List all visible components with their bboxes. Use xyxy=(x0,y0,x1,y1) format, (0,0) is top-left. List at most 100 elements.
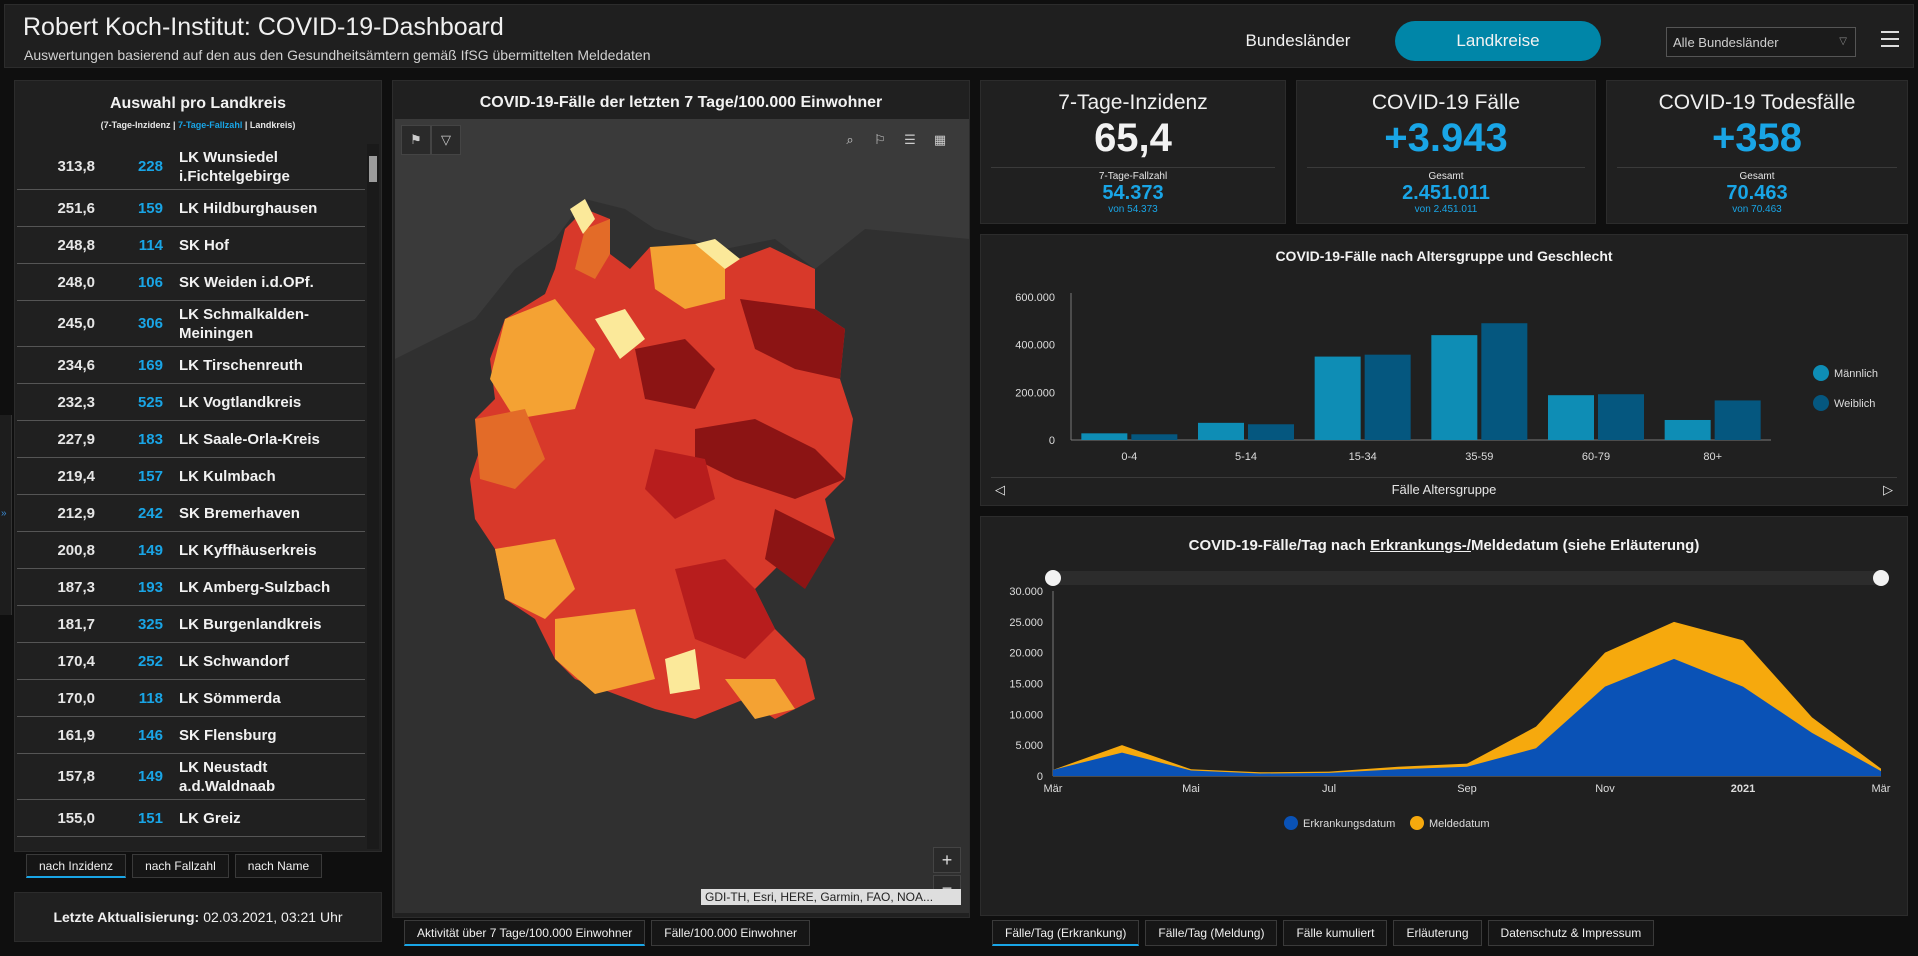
landkreis-row[interactable]: 187,3 193 LK Amberg-Sulzbach xyxy=(17,569,365,606)
region-baden-wuerttemberg[interactable] xyxy=(555,609,655,694)
landkreis-row[interactable]: 181,7 325 LK Burgenlandkreis xyxy=(17,606,365,643)
tab-datenschutz[interactable]: Datenschutz & Impressum xyxy=(1487,920,1655,946)
row-inzidenz: 187,3 xyxy=(57,578,95,596)
title-link[interactable]: Erkrankungs-/ xyxy=(1370,537,1471,554)
landkreis-row[interactable]: 251,6 159 LK Hildburghausen xyxy=(17,190,365,227)
landkreis-row[interactable]: 200,8 149 LK Kyffhäuserkreis xyxy=(17,532,365,569)
hamburger-menu-icon[interactable] xyxy=(1881,31,1899,47)
kpi-sub-value: 54.373 xyxy=(1102,182,1164,204)
landkreis-row[interactable]: 245,0 306 LK Schmalkalden-Meiningen xyxy=(17,301,365,347)
tab-erlaeuterung[interactable]: Erläuterung xyxy=(1393,920,1482,946)
map-tool-dropdown[interactable]: ▽ xyxy=(431,125,461,155)
range-slider-handle-right[interactable] xyxy=(1873,570,1889,586)
nav-landkreise-button[interactable]: Landkreise xyxy=(1395,21,1601,61)
bar-weiblich-15-34[interactable] xyxy=(1364,354,1411,440)
sort-tab-fallzahl[interactable]: nach Fallzahl xyxy=(132,854,229,878)
landkreis-row[interactable]: 219,4 157 LK Kulmbach xyxy=(17,458,365,495)
landkreis-row[interactable]: 212,9 242 SK Bremerhaven xyxy=(17,495,365,532)
daily-cases-chart[interactable]: 0 5.000 10.000 15.000 20.000 25.000 30.000 Mär M… xyxy=(981,561,1907,901)
map-select-tool[interactable]: ⚑ xyxy=(401,125,431,155)
tab-faelle-erkrankung[interactable]: Fälle/Tag (Erkrankung) xyxy=(992,920,1140,946)
bar-weiblich-35-59[interactable] xyxy=(1481,323,1528,440)
landkreis-row[interactable]: 227,9 183 LK Saale-Orla-Kreis xyxy=(17,421,365,458)
expand-icon: » xyxy=(1,508,7,519)
landkreis-row[interactable]: 313,8 228 LK Wunsiedel i.Fichtelgebirge xyxy=(17,144,365,190)
landkreis-row[interactable]: 161,9 146 SK Flensburg xyxy=(17,717,365,754)
last-update-box: Letzte Aktualisierung: 02.03.2021, 03:21… xyxy=(14,892,382,942)
region-north-tip[interactable] xyxy=(570,199,595,234)
scrollbar-thumb[interactable] xyxy=(369,156,377,182)
region-sachsen[interactable] xyxy=(695,419,845,499)
region-sachsen-anhalt[interactable] xyxy=(635,339,715,409)
region-north-west[interactable] xyxy=(490,299,595,419)
region-schleswig[interactable] xyxy=(575,219,610,279)
map-basemap-button[interactable]: ▦ xyxy=(925,125,955,155)
landkreis-row[interactable]: 232,3 525 LK Vogtlandkreis xyxy=(17,384,365,421)
map-legend-button[interactable]: ☰ xyxy=(895,125,925,155)
landkreis-row[interactable]: 234,6 169 LK Tirschenreuth xyxy=(17,347,365,384)
landkreis-row[interactable]: 248,0 106 SK Weiden i.d.OPf. xyxy=(17,264,365,301)
region-brandenburg-east[interactable] xyxy=(740,299,845,379)
landkreis-row[interactable]: 170,0 118 LK Sömmerda xyxy=(17,680,365,717)
chevron-left-icon[interactable]: ◁ xyxy=(995,482,1005,497)
region-bayern-north[interactable] xyxy=(675,559,775,659)
bar-weiblich-60-79[interactable] xyxy=(1598,394,1644,440)
y-tick-label: 600.000 xyxy=(1015,292,1055,304)
map-bookmark-button[interactable]: ⚐ xyxy=(865,125,895,155)
area-erkrankungsdatum[interactable] xyxy=(1053,658,1881,776)
bar-männlich-60-79[interactable] xyxy=(1548,395,1594,440)
chevron-right-icon[interactable]: ▷ xyxy=(1883,482,1893,497)
range-slider-track[interactable] xyxy=(1053,571,1881,585)
landkreis-list[interactable]: 313,8 228 LK Wunsiedel i.Fichtelgebirge 251… xyxy=(17,144,365,844)
sort-tab-inzidenz[interactable]: nach Inzidenz xyxy=(26,854,127,878)
row-inzidenz: 245,0 xyxy=(57,315,95,332)
region-bayern-south[interactable] xyxy=(665,649,700,694)
region-thueringen[interactable] xyxy=(645,449,715,519)
map-view[interactable]: ⚑ ▽ ⌕ ⚐ ☰ ▦ + − GDI-TH, Esri, HERE, Garm… xyxy=(395,119,969,913)
bar-weiblich-0-4[interactable] xyxy=(1131,434,1178,440)
bar-männlich-35-59[interactable] xyxy=(1431,335,1478,440)
row-fallzahl: 242 xyxy=(137,504,163,522)
landkreis-scrollbar[interactable] xyxy=(367,144,379,849)
row-landkreis-name: LK Burgenlandkreis xyxy=(179,615,322,633)
bar-weiblich-80+[interactable] xyxy=(1714,400,1761,440)
side-collapse-tab[interactable]: » xyxy=(0,415,12,615)
age-chart-xlabel: Fälle Altersgruppe xyxy=(1391,482,1497,497)
landkreis-row[interactable]: 170,4 252 LK Schwandorf xyxy=(17,643,365,680)
age-chart-footer: ◁ Fälle Altersgruppe ▷ xyxy=(991,477,1897,501)
row-fallzahl: 159 xyxy=(137,199,163,217)
bar-männlich-5-14[interactable] xyxy=(1198,422,1244,440)
bar-männlich-0-4[interactable] xyxy=(1081,433,1128,440)
region-nrw[interactable] xyxy=(475,409,545,489)
region-select[interactable]: Alle Bundesländer ▽ xyxy=(1666,27,1856,57)
map-tab-activity[interactable]: Aktivität über 7 Tage/100.000 Einwohner xyxy=(404,920,646,946)
map-search-button[interactable]: ⌕ xyxy=(835,125,865,155)
tab-faelle-kumuliert[interactable]: Fälle kumuliert xyxy=(1283,920,1388,946)
region-bremen[interactable] xyxy=(595,309,645,359)
tab-faelle-meldung[interactable]: Fälle/Tag (Meldung) xyxy=(1145,920,1278,946)
region-bayern-east[interactable] xyxy=(765,509,835,589)
region-mecklenburg[interactable] xyxy=(650,244,725,309)
row-fallzahl: 525 xyxy=(137,393,163,411)
landkreis-row[interactable]: 155,0 151 LK Greiz xyxy=(17,800,365,837)
x-tick-label: Nov xyxy=(1595,783,1615,795)
landkreis-row[interactable]: 248,8 114 SK Hof xyxy=(17,227,365,264)
kpi-sub-label: Gesamt xyxy=(1739,171,1775,182)
zoom-in-button[interactable]: + xyxy=(933,847,961,873)
germany-choropleth-map[interactable] xyxy=(395,119,969,913)
nav-bundeslaender-button[interactable]: Bundesländer xyxy=(1245,31,1351,50)
landkreis-row[interactable]: 157,8 149 LK Neustadt a.d.Waldnaab xyxy=(17,754,365,800)
bar-männlich-15-34[interactable] xyxy=(1314,356,1361,440)
map-tab-cases-per-100k[interactable]: Fälle/100.000 Einwohner xyxy=(651,920,811,946)
range-slider-handle-left[interactable] xyxy=(1045,570,1061,586)
bar-weiblich-5-14[interactable] xyxy=(1248,424,1294,440)
sort-tab-name[interactable]: nach Name xyxy=(234,854,323,878)
bar-männlich-80+[interactable] xyxy=(1664,419,1711,440)
region-saar-rlp[interactable] xyxy=(495,539,575,619)
x-tick-label: Mär xyxy=(1044,783,1063,795)
daily-cases-chart-panel: COVID-19-Fälle/Tag nach Erkrankungs-/Mel… xyxy=(980,516,1908,916)
region-ruegen[interactable] xyxy=(695,239,740,269)
legend-label: Weiblich xyxy=(1834,398,1875,410)
region-alps[interactable] xyxy=(725,679,795,719)
y-tick-label: 0 xyxy=(1037,771,1043,783)
